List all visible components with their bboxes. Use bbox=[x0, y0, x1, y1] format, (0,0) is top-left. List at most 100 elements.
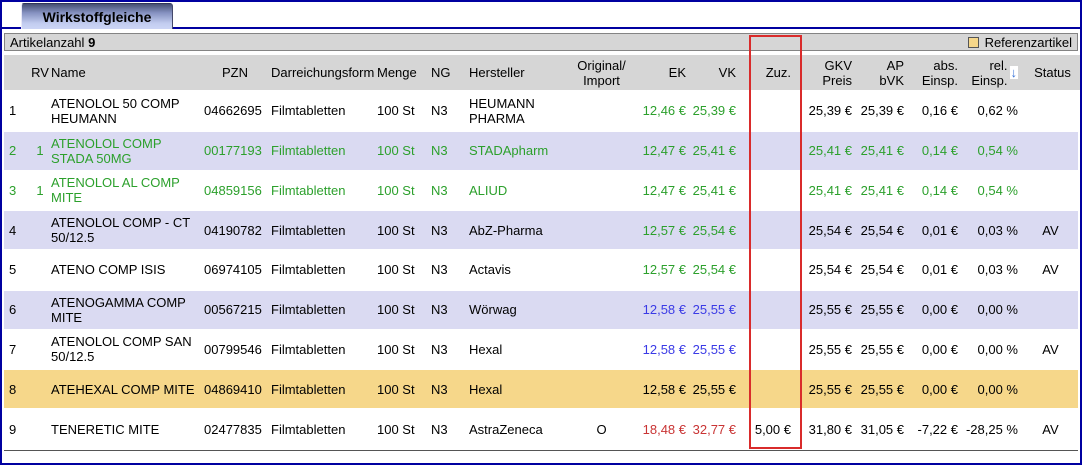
cell-ap: 25,41 € bbox=[860, 182, 904, 198]
cell-pzn: 04662695 bbox=[204, 103, 262, 119]
cell-abs: 0,16 € bbox=[921, 103, 958, 119]
cell-form: Filmtabletten bbox=[271, 103, 346, 119]
column-header-name[interactable]: Name bbox=[51, 55, 199, 90]
table-row-7[interactable]: 7 ATENOLOL COMP SAN 50/12.5 00799546 Filmta… bbox=[4, 330, 1078, 371]
cell-zuz bbox=[741, 251, 796, 289]
cell-ng: N3 bbox=[431, 262, 448, 278]
column-header-label: abs. Einsp. bbox=[921, 57, 958, 88]
cell-menge: 100 St bbox=[377, 381, 415, 397]
cell-form: Filmtabletten bbox=[271, 381, 346, 397]
cell-hersteller: Hexal bbox=[469, 341, 503, 357]
column-header-ng[interactable]: NG bbox=[431, 55, 469, 90]
cell-rv bbox=[29, 291, 51, 329]
cell-rv: 1 bbox=[36, 143, 44, 159]
table-row-5[interactable]: 5 ATENO COMP ISIS 06974105 Filmtabletten 100… bbox=[4, 251, 1078, 291]
cell-zuz bbox=[741, 172, 796, 210]
table-row-3[interactable]: 3 1 ATENOLOL AL COMP MITE 04859156 Filmtable… bbox=[4, 171, 1078, 212]
cell-vk: 25,41 € bbox=[692, 182, 736, 198]
column-header-pzn[interactable]: PZN bbox=[199, 55, 271, 90]
reference-article-swatch bbox=[967, 36, 979, 48]
cell-menge: 100 St bbox=[377, 182, 415, 198]
table-row-9[interactable]: 9 TENERETIC MITE 02477835 Filmtabletten 100 … bbox=[4, 410, 1078, 450]
column-header-orig[interactable]: Original/ Import bbox=[564, 55, 639, 90]
column-header-abs[interactable]: abs. Einsp. bbox=[909, 55, 963, 90]
column-header-zuz[interactable]: Zuz. bbox=[741, 55, 796, 90]
cell-num: 2 bbox=[9, 143, 17, 159]
table-row-6[interactable]: 6 ATENOGAMMA COMP MITE 00567215 Filmtablett… bbox=[4, 290, 1078, 331]
cell-num: 5 bbox=[9, 262, 17, 278]
cell-status: AV bbox=[1042, 341, 1059, 357]
cell-rv bbox=[29, 251, 51, 289]
cell-pzn: 06974105 bbox=[204, 262, 262, 278]
cell-hersteller: HEUMANN PHARMA bbox=[469, 95, 535, 126]
column-header-rel[interactable]: rel. Einsp. ↓ bbox=[963, 55, 1023, 90]
table-row-1[interactable]: 1 ATENOLOL 50 COMP HEUMANN 04662695 Filmtab… bbox=[4, 92, 1078, 132]
cell-menge: 100 St bbox=[377, 222, 415, 238]
cell-rel: 0,54 % bbox=[977, 143, 1018, 159]
cell-gkv: 25,41 € bbox=[808, 143, 852, 159]
cell-orig bbox=[564, 172, 639, 210]
cell-zuz bbox=[741, 211, 796, 249]
table-row-2[interactable]: 2 1 ATENOLOL COMP STADA 50MG 00177193 Filmta… bbox=[4, 131, 1078, 172]
cell-hersteller: AbZ-Pharma bbox=[469, 222, 543, 238]
cell-abs: 0,00 € bbox=[921, 341, 958, 357]
cell-num: 4 bbox=[9, 222, 17, 238]
column-header-status[interactable]: Status bbox=[1023, 55, 1080, 90]
cell-ek: 12,47 € bbox=[642, 182, 686, 198]
cell-vk: 25,54 € bbox=[692, 222, 736, 238]
cell-abs: 0,14 € bbox=[921, 143, 958, 159]
cell-name: ATENOLOL 50 COMP HEUMANN bbox=[51, 95, 180, 126]
tab-wirkstoffgleiche[interactable]: Wirkstoffgleiche bbox=[21, 3, 173, 29]
column-header-num[interactable] bbox=[4, 55, 29, 90]
cell-form: Filmtabletten bbox=[271, 222, 346, 238]
cell-ap: 25,54 € bbox=[860, 262, 904, 278]
cell-pzn: 00567215 bbox=[204, 302, 262, 318]
column-header-label: AP bVK bbox=[879, 57, 904, 88]
table-row-8[interactable]: 8 ATEHEXAL COMP MITE 04869410 Filmtabletten… bbox=[4, 370, 1078, 411]
cell-name: ATENOLOL AL COMP MITE bbox=[51, 175, 180, 206]
cell-status bbox=[1023, 132, 1078, 170]
cell-hersteller: Actavis bbox=[469, 262, 511, 278]
cell-ng: N3 bbox=[431, 182, 448, 198]
cell-rel: 0,62 % bbox=[977, 103, 1018, 119]
cell-hersteller: Hexal bbox=[469, 381, 503, 397]
column-header-ek[interactable]: EK bbox=[639, 55, 691, 90]
cell-menge: 100 St bbox=[377, 341, 415, 357]
cell-rel: 0,03 % bbox=[977, 262, 1018, 278]
column-header-rv[interactable]: RV bbox=[29, 55, 51, 90]
sort-descending-icon[interactable]: ↓ bbox=[1009, 65, 1018, 80]
cell-gkv: 31,80 € bbox=[808, 421, 852, 437]
column-header-ap[interactable]: AP bVK bbox=[857, 55, 909, 90]
column-header-label: VK bbox=[718, 65, 736, 80]
cell-pzn: 00177193 bbox=[204, 143, 262, 159]
table-row-4[interactable]: 4 ATENOLOL COMP - CT 50/12.5 04190782 Filmt… bbox=[4, 211, 1078, 252]
cell-ap: 25,39 € bbox=[860, 103, 904, 119]
column-header-menge[interactable]: Menge bbox=[377, 55, 431, 90]
cell-name: ATENOLOL COMP - CT 50/12.5 bbox=[51, 215, 190, 246]
cell-gkv: 25,54 € bbox=[808, 222, 852, 238]
column-header-hersteller[interactable]: Hersteller bbox=[469, 55, 564, 90]
cell-ek: 12,57 € bbox=[642, 262, 686, 278]
cell-pzn: 02477835 bbox=[204, 421, 262, 437]
cell-hersteller: Wörwag bbox=[469, 302, 517, 318]
cell-ng: N3 bbox=[431, 143, 448, 159]
column-header-label: PZN bbox=[222, 65, 248, 80]
column-header-label: Menge bbox=[377, 65, 417, 80]
cell-status bbox=[1023, 291, 1078, 329]
cell-rel: 0,54 % bbox=[977, 182, 1018, 198]
cell-status: AV bbox=[1042, 222, 1059, 238]
column-header-gkv[interactable]: GKV Preis bbox=[796, 55, 857, 90]
cell-zuz bbox=[741, 291, 796, 329]
cell-vk: 25,55 € bbox=[692, 302, 736, 318]
cell-name: ATENOLOL COMP SAN 50/12.5 bbox=[51, 334, 192, 365]
cell-form: Filmtabletten bbox=[271, 341, 346, 357]
column-header-label: Zuz. bbox=[765, 65, 791, 80]
cell-ng: N3 bbox=[431, 381, 448, 397]
cell-gkv: 25,41 € bbox=[808, 182, 852, 198]
cell-name: ATENOGAMMA COMP MITE bbox=[51, 294, 186, 325]
column-header-vk[interactable]: VK bbox=[691, 55, 741, 90]
column-header-form[interactable]: Darreichungsform bbox=[271, 55, 377, 90]
cell-ek: 12,58 € bbox=[642, 302, 686, 318]
cell-ap: 25,55 € bbox=[860, 341, 904, 357]
